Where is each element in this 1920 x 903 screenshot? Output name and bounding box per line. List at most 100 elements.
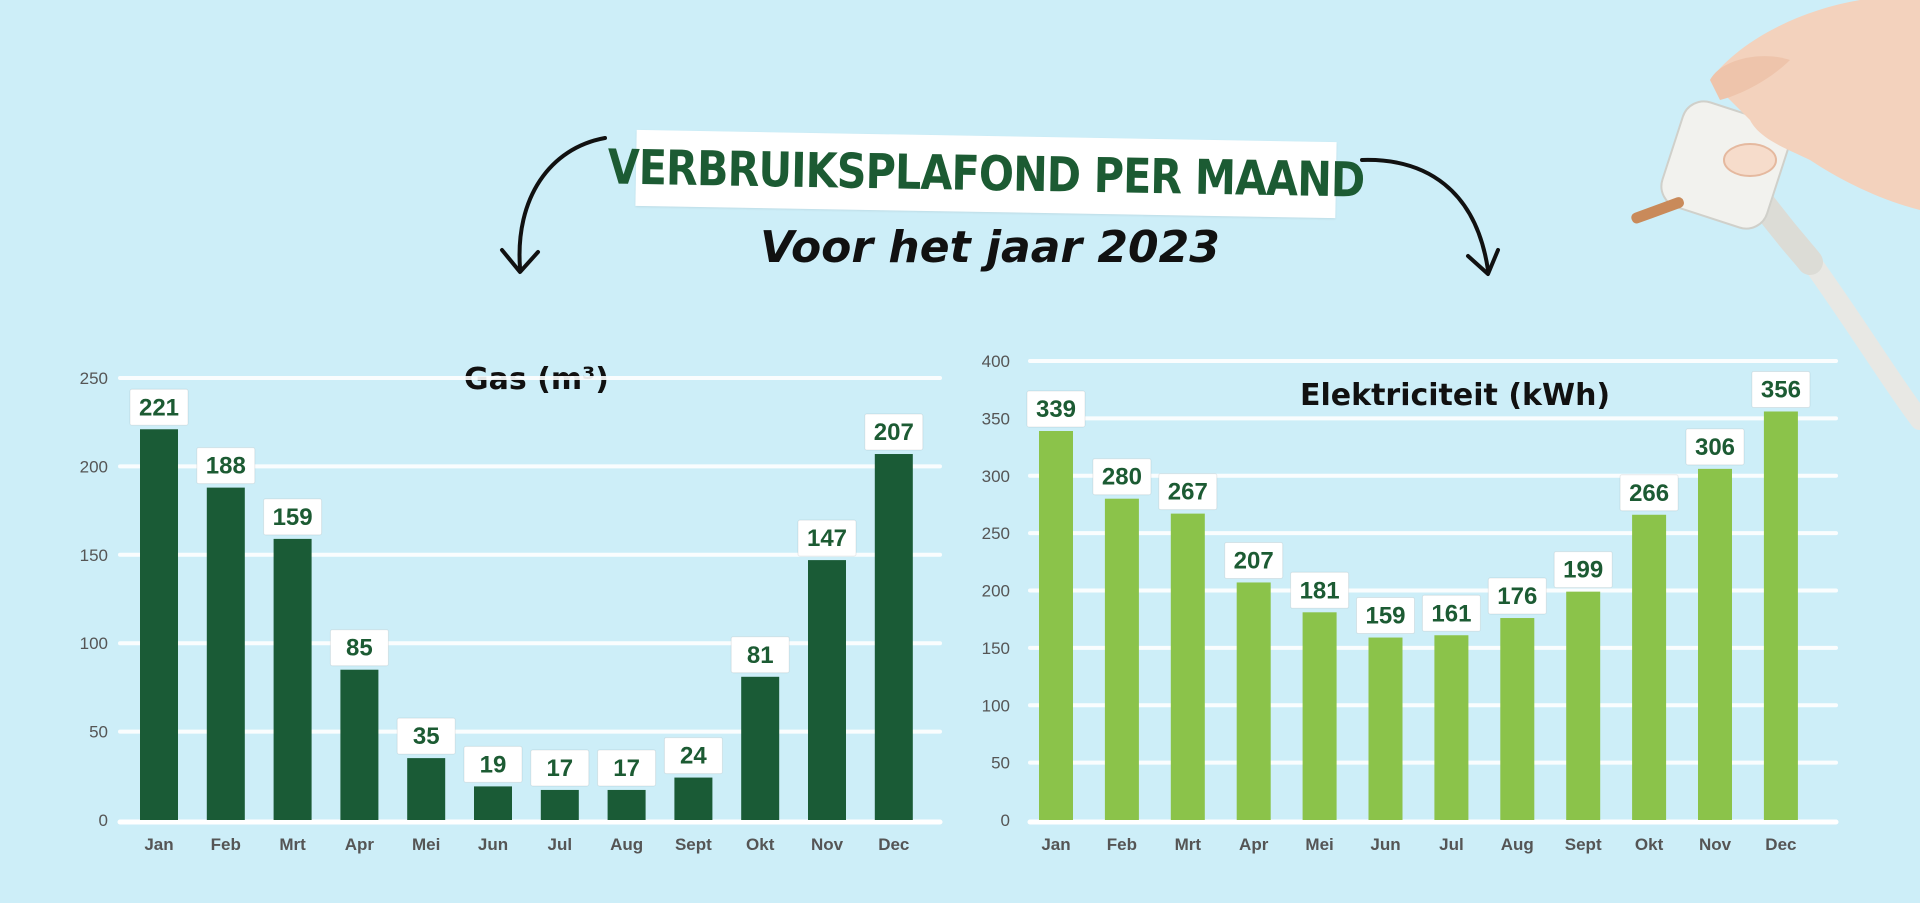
gas-bar — [674, 777, 713, 820]
electric-category-label: Jan — [1041, 835, 1070, 854]
gas-value-label: 221 — [139, 394, 179, 421]
gas-category-label: Mrt — [279, 835, 306, 854]
electric-value-label-box — [1290, 571, 1350, 609]
electric-ytick-label: 200 — [982, 582, 1010, 601]
gas-value-label-box — [797, 519, 857, 557]
electric-bar — [1039, 430, 1073, 820]
electric-value-label: 181 — [1300, 577, 1340, 604]
gas-value-label-box — [663, 737, 723, 775]
electric-bar — [1368, 637, 1403, 820]
gas-value-label-box — [263, 498, 323, 536]
gas-category-label: Mei — [412, 835, 440, 854]
electric-bar — [1632, 514, 1667, 820]
gas-category-label: Nov — [811, 835, 844, 854]
electric-bar — [1566, 591, 1601, 820]
electric-category-label: Mei — [1305, 835, 1333, 854]
electric-value-label: 280 — [1102, 464, 1142, 491]
arrow-right-icon — [1360, 157, 1500, 276]
gas-bar — [607, 789, 646, 820]
gas-value-label: 17 — [613, 755, 640, 782]
gas-bar — [407, 758, 446, 820]
electric-value-label: 159 — [1365, 603, 1405, 630]
electric-bar — [1104, 498, 1139, 820]
electric-bar — [1170, 513, 1205, 820]
electric-ytick-label: 250 — [982, 524, 1010, 543]
electric-ytick-label: 400 — [982, 352, 1010, 371]
electric-value-label: 176 — [1497, 583, 1537, 610]
gas-value-label: 35 — [413, 723, 440, 750]
hand-plug-icon — [1631, 0, 1920, 430]
gas-ytick-label: 250 — [80, 369, 108, 388]
electric-category-label: Nov — [1699, 835, 1732, 854]
gas-bar — [540, 789, 579, 820]
gas-ytick-label: 200 — [80, 457, 108, 476]
electric-value-label-box — [1553, 551, 1613, 589]
electric-value-label: 306 — [1695, 434, 1735, 461]
gas-ytick-label: 100 — [80, 634, 108, 653]
electric-value-label-box — [1619, 474, 1679, 512]
electric-category-label: Aug — [1501, 835, 1534, 854]
gas-bar — [741, 676, 780, 820]
electric-value-label: 161 — [1431, 600, 1471, 627]
gas-value-label-box — [864, 413, 924, 451]
gas-bar — [808, 560, 846, 820]
electric-category-label: Jul — [1439, 835, 1464, 854]
electric-bar — [1500, 618, 1535, 820]
gas-value-label: 19 — [480, 751, 507, 778]
gas-category-label: Dec — [878, 835, 909, 854]
gas-value-label-box — [396, 717, 456, 755]
electric-value-label: 199 — [1563, 557, 1603, 584]
gas-bar — [474, 786, 512, 820]
gas-value-label-box — [530, 749, 590, 787]
gas-value-label-box — [329, 629, 389, 667]
gas-bar — [340, 669, 379, 820]
electric-bar — [1763, 411, 1798, 820]
electric-value-label: 266 — [1629, 480, 1669, 507]
gas-bar — [874, 454, 913, 820]
electric-category-label: Mrt — [1175, 835, 1202, 854]
gas-value-label: 159 — [273, 504, 313, 531]
electric-category-label: Feb — [1107, 835, 1137, 854]
electric-category-label: Sept — [1565, 835, 1602, 854]
gas-value-label: 85 — [346, 635, 373, 662]
electric-value-label-box — [1421, 594, 1481, 632]
electric-ytick-label: 0 — [1001, 811, 1010, 830]
electric-category-label: Dec — [1765, 835, 1796, 854]
gas-category-label: Aug — [610, 835, 643, 854]
electric-value-label-box — [1751, 370, 1811, 408]
gas-value-label-box — [463, 745, 523, 783]
gas-category-label: Jun — [478, 835, 508, 854]
gas-value-label: 24 — [680, 743, 707, 770]
gas-category-label: Jan — [144, 835, 173, 854]
gas-category-label: Sept — [675, 835, 712, 854]
electric-ytick-label: 100 — [982, 696, 1010, 715]
gas-value-label: 81 — [747, 642, 774, 669]
electric-ytick-label: 50 — [991, 754, 1010, 773]
electric-value-label-box — [1685, 428, 1745, 466]
gas-ytick-label: 150 — [80, 546, 108, 565]
electric-category-label: Jun — [1370, 835, 1400, 854]
gas-value-label: 207 — [874, 419, 914, 446]
arrow-left-icon — [500, 136, 607, 274]
electric-category-label: Okt — [1635, 835, 1664, 854]
gas-value-label-box — [597, 749, 657, 787]
gas-bar — [273, 538, 312, 820]
gas-category-label: Okt — [746, 835, 775, 854]
electric-ytick-label: 350 — [982, 409, 1010, 428]
gas-ytick-label: 0 — [99, 811, 108, 830]
electric-value-label-box — [1487, 577, 1547, 615]
electric-ytick-label: 300 — [982, 467, 1010, 486]
electric-value-label: 267 — [1168, 479, 1208, 506]
page-subtitle: Voor het jaar 2023 — [760, 222, 1220, 273]
gas-category-label: Apr — [345, 835, 375, 854]
electric-bar — [1698, 468, 1732, 820]
electric-value-label: 207 — [1234, 547, 1274, 574]
gas-bar — [140, 429, 178, 820]
electric-ytick-label: 150 — [982, 639, 1010, 658]
electric-value-label-box — [1092, 458, 1152, 496]
gas-bar — [206, 487, 245, 820]
electric-value-label-box — [1158, 473, 1218, 511]
